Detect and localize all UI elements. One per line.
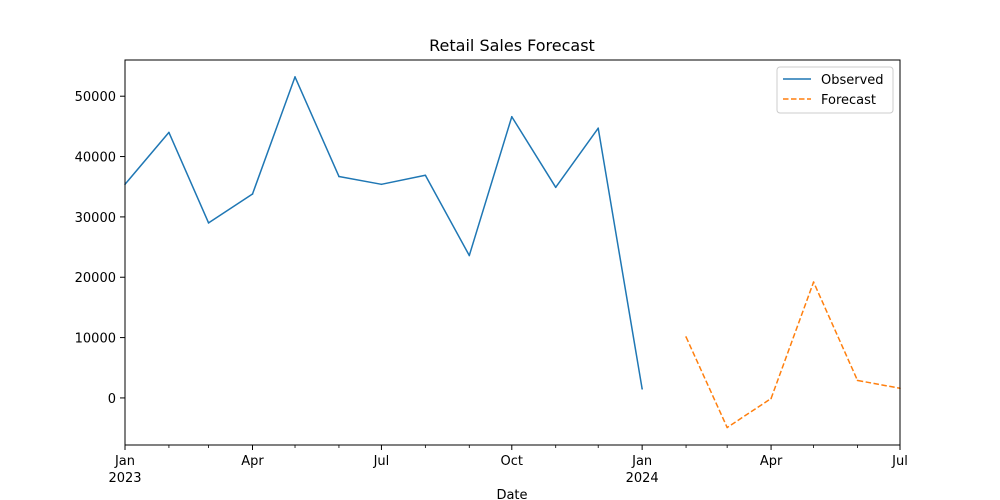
data-point-observed — [468, 254, 471, 257]
data-point-observed — [380, 183, 383, 186]
y-axis: 0 10000 20000 30000 40000 50000 — [75, 90, 125, 407]
x-tick-year-label: 2023 — [108, 471, 141, 486]
x-tick-label: Apr — [760, 454, 783, 469]
series-line-forecast — [685, 281, 901, 429]
data-point-observed — [168, 131, 170, 134]
x-axis: Jan 2023 Apr Jul Oct Jan 2024 Apr Jul — [108, 445, 908, 486]
y-tick-label: 50000 — [75, 90, 116, 105]
y-tick-label: 40000 — [75, 151, 116, 166]
x-axis-label: Date — [496, 488, 527, 500]
data-point-observed — [207, 222, 210, 224]
x-tick-label: Jul — [891, 454, 908, 469]
x-tick-label: Apr — [241, 454, 264, 469]
x-tick-label: Oct — [501, 454, 523, 469]
y-tick-label: 10000 — [75, 332, 116, 347]
x-tick-year-label: 2024 — [626, 471, 659, 486]
data-point-observed — [597, 127, 600, 129]
axes-frame — [124, 59, 901, 446]
data-point-observed — [554, 186, 557, 189]
chart-title: Retail Sales Forecast — [429, 36, 595, 55]
y-tick-label: 30000 — [75, 211, 116, 226]
y-tick-label: 0 — [108, 392, 116, 407]
data-point-observed — [294, 76, 296, 78]
x-tick-label: Jan — [114, 454, 135, 469]
x-tick-label: Jan — [631, 454, 652, 469]
data-point-forecast — [726, 426, 728, 429]
data-point-observed — [641, 388, 643, 390]
data-point-observed — [510, 115, 513, 118]
legend: Observed Forecast — [776, 66, 894, 114]
data-point-observed — [424, 174, 427, 177]
y-tick-label: 20000 — [75, 271, 116, 286]
legend-label-forecast: Forecast — [821, 93, 876, 108]
data-point-forecast — [856, 379, 859, 382]
data-point-forecast — [770, 397, 772, 400]
x-tick-label: Jul — [373, 454, 390, 469]
data-point-forecast — [812, 281, 815, 283]
data-point-observed — [338, 175, 340, 178]
legend-label-observed: Observed — [821, 73, 884, 88]
data-point-observed — [251, 193, 254, 195]
data-point-forecast — [685, 336, 687, 338]
